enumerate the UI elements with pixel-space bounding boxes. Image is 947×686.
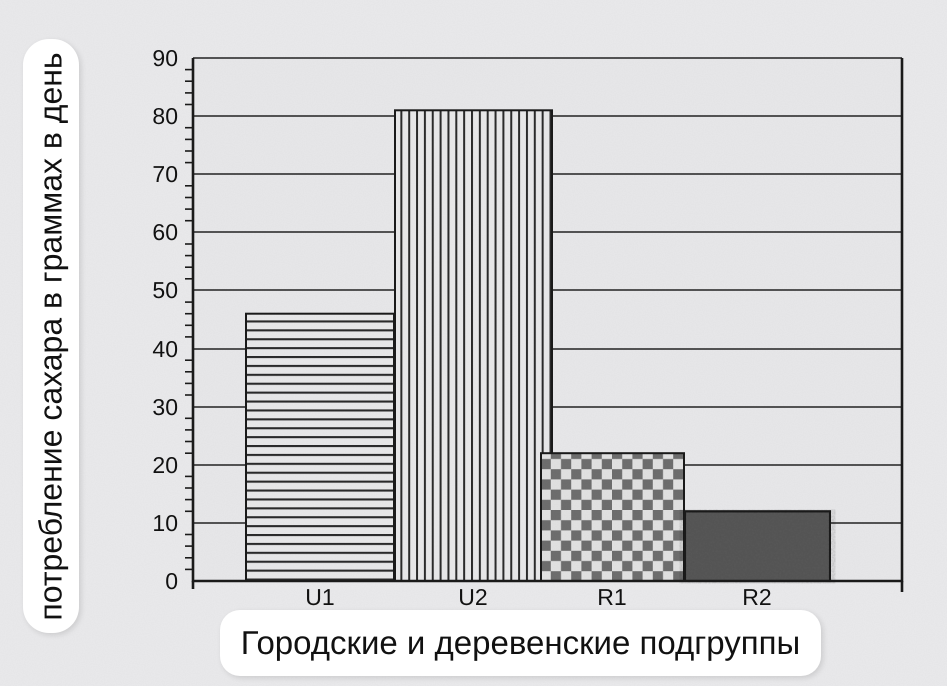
svg-text:90: 90 (152, 45, 178, 71)
svg-text:0: 0 (165, 568, 178, 594)
svg-text:40: 40 (152, 336, 178, 362)
svg-text:20: 20 (152, 452, 178, 478)
svg-text:50: 50 (152, 277, 178, 303)
svg-text:80: 80 (152, 103, 178, 129)
svg-text:60: 60 (152, 219, 178, 245)
svg-text:R2: R2 (742, 584, 771, 610)
svg-text:U1: U1 (305, 584, 334, 610)
svg-text:30: 30 (152, 394, 178, 420)
svg-text:R1: R1 (597, 584, 626, 610)
svg-text:10: 10 (152, 510, 178, 536)
svg-text:U2: U2 (458, 584, 487, 610)
svg-text:70: 70 (152, 161, 178, 187)
